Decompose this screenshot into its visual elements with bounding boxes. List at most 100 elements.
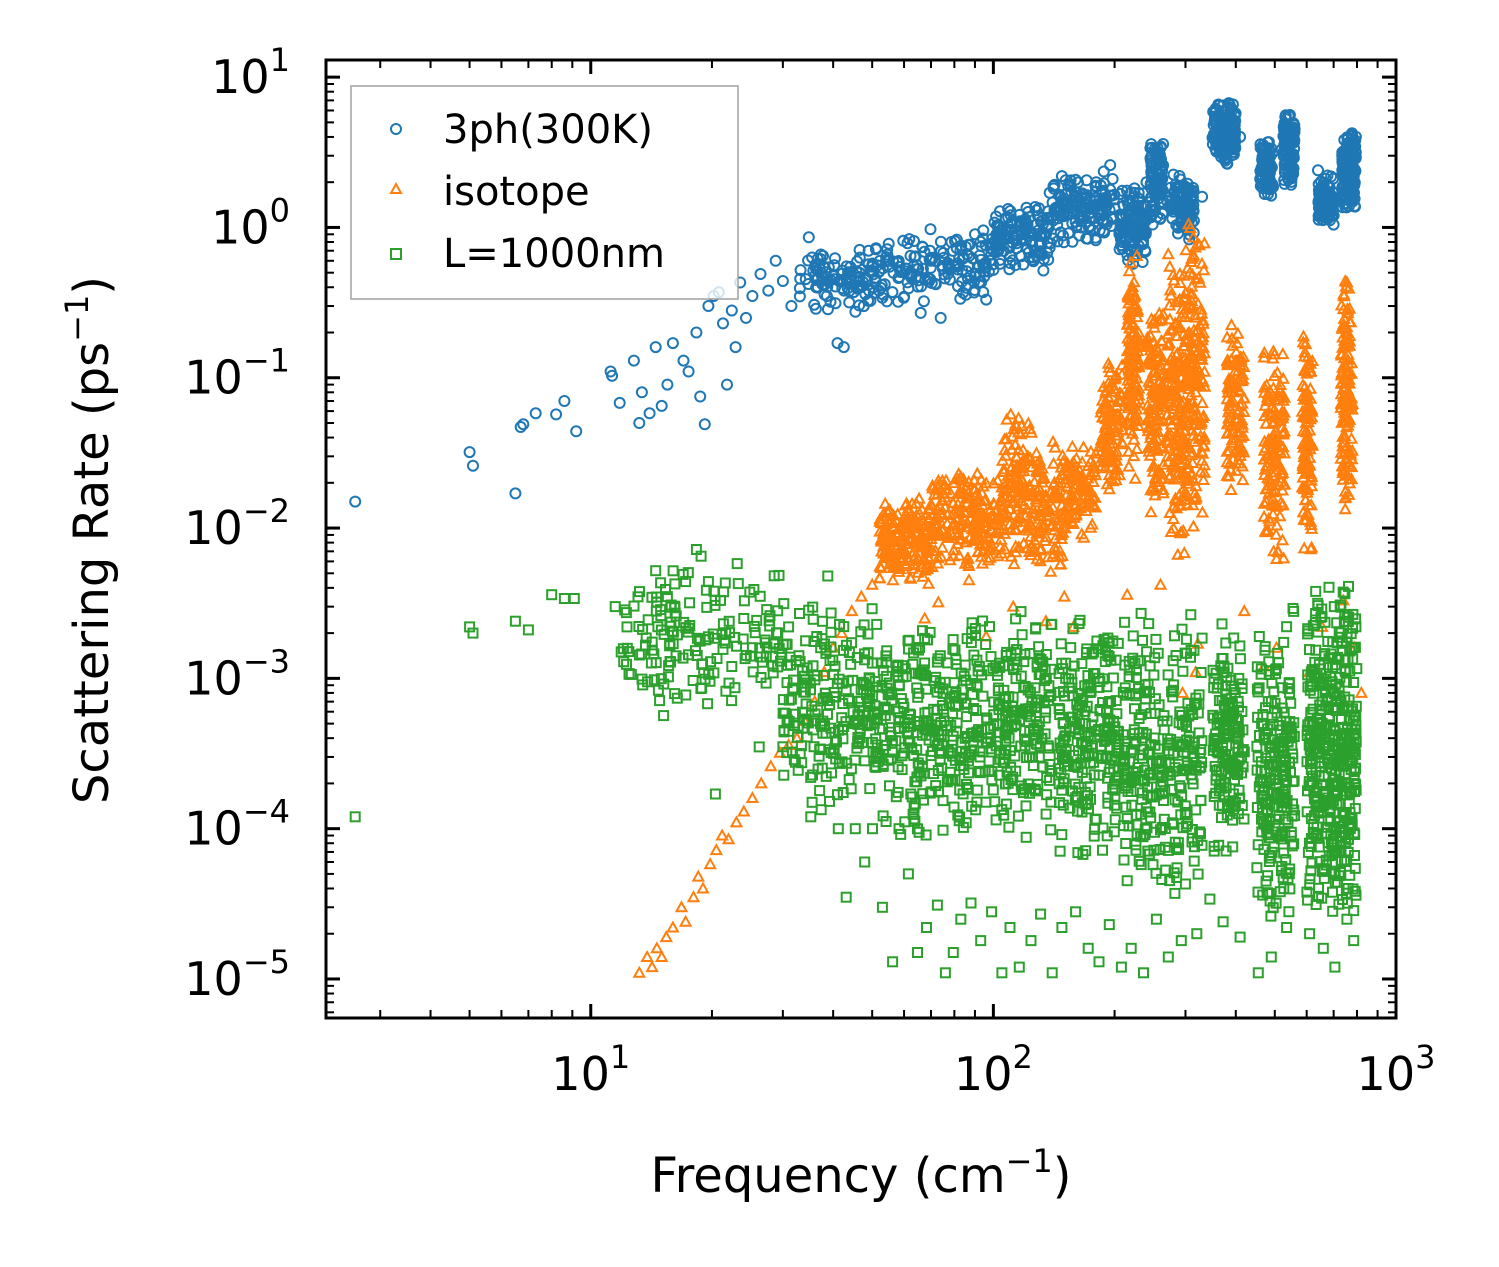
3ph-point-19 (661, 378, 674, 391)
l1000nm-point-74 (1265, 951, 1277, 963)
3ph-point-723 (1130, 232, 1143, 244)
isotope-point-458 (983, 502, 998, 515)
3ph-point-55 (914, 306, 927, 319)
l1000nm-point-410 (778, 769, 790, 781)
isotope-point-1200 (1143, 349, 1158, 362)
l1000nm-point-1188 (1188, 855, 1200, 867)
3ph-point-11 (606, 369, 619, 382)
3ph-point-133 (829, 252, 841, 265)
isotope-point-533 (998, 542, 1012, 555)
isotope-point-688 (1054, 527, 1069, 540)
isotope-point-1108 (1156, 457, 1171, 470)
3ph-point-1079 (1206, 131, 1219, 144)
3ph-point-828 (1146, 171, 1159, 184)
isotope-point-1060 (1125, 283, 1140, 296)
isotope-point-30 (854, 589, 869, 602)
isotope-point-348 (950, 522, 965, 535)
l1000nm-point-704 (1045, 824, 1057, 836)
isotope-point-919 (1105, 455, 1119, 468)
3ph-point-1277 (1279, 130, 1292, 143)
3ph-point-300 (957, 286, 969, 299)
isotope-point-598 (998, 443, 1012, 456)
isotope-point-471 (970, 494, 985, 507)
isotope-point-753 (1085, 517, 1099, 530)
3ph-point-915 (1167, 199, 1180, 212)
l1000nm-point-1360 (1179, 878, 1191, 890)
l1000nm-point-921 (1020, 800, 1032, 812)
isotope-point-917 (1096, 449, 1110, 462)
isotope-point-362 (949, 512, 964, 525)
3ph-point-141 (828, 273, 841, 286)
isotope-point-928 (1130, 248, 1144, 261)
3ph-point-691 (1136, 256, 1149, 268)
3ph-point-252 (980, 293, 993, 306)
isotope-point-708 (1030, 552, 1044, 565)
l1000nm-point-35 (840, 891, 852, 903)
3ph-point-178 (811, 280, 824, 293)
isotope-point-363 (927, 487, 942, 500)
3ph-point-727 (1117, 199, 1130, 212)
isotope-point-1057 (1127, 332, 1142, 345)
3ph-point-1278 (1284, 146, 1297, 159)
isotope-point-587 (1009, 545, 1023, 558)
isotope-point-1199 (1155, 466, 1169, 479)
3ph-point-332 (938, 268, 951, 281)
l1000nm-point-2 (467, 627, 479, 639)
isotope-point-473 (969, 503, 983, 516)
isotope-point-1063 (1128, 350, 1142, 363)
3ph-point-1069 (1210, 137, 1223, 150)
3ph-point-164 (814, 248, 827, 261)
isotope-point-898 (1108, 382, 1122, 395)
isotope-point-1174 (1143, 448, 1157, 461)
isotope-point-1201 (1150, 431, 1164, 444)
3ph-point-499 (1080, 174, 1093, 187)
isotope-point-797 (1087, 498, 1101, 511)
3ph-point-270 (961, 272, 974, 285)
isotope-point-17 (737, 804, 751, 817)
3ph-point-467 (1003, 223, 1016, 236)
isotope-point-696 (1046, 434, 1060, 447)
3ph-point-310 (973, 249, 986, 262)
3ph-point-1528 (1340, 201, 1353, 214)
3ph-point-168 (834, 274, 847, 287)
3ph-point-1078 (1219, 111, 1232, 124)
isotope-point-131 (884, 535, 898, 548)
isotope-point-252 (912, 552, 926, 565)
3ph-point-1268 (1280, 113, 1293, 126)
isotope-point-90 (878, 496, 892, 509)
3ph-point-1062 (1210, 117, 1223, 129)
isotope-point-903 (1101, 375, 1116, 388)
3ph-point-594 (1073, 229, 1086, 242)
3ph-point-584 (1069, 193, 1082, 206)
isotope-point-1177 (1149, 442, 1164, 455)
isotope-point-674 (1029, 495, 1044, 508)
isotope-point-1194 (1148, 313, 1162, 326)
isotope-point-39 (1057, 589, 1071, 602)
l1000nm-point-215 (723, 615, 735, 627)
isotope-point-662 (1053, 543, 1067, 556)
3ph-point-47 (837, 341, 850, 354)
isotope-point-121 (888, 559, 902, 572)
3ph-point-599 (1100, 196, 1113, 209)
3ph-point-349 (880, 295, 893, 308)
isotope-point-1161 (1156, 486, 1170, 499)
l1000nm-point-1 (464, 621, 476, 633)
3ph-point-129 (853, 243, 866, 256)
3ph-point-5 (517, 418, 530, 431)
l1000nm-point-37 (859, 856, 871, 868)
l1000nm-point-1297 (1185, 609, 1197, 621)
isotope-point-899 (1102, 360, 1116, 373)
3ph-point-284 (867, 268, 880, 281)
3ph-point-1522 (1343, 165, 1356, 178)
l1000nm-point-59 (1070, 906, 1082, 918)
isotope-point-765 (1069, 451, 1084, 464)
l1000nm-point-1324 (1150, 633, 1162, 645)
isotope-point-1544 (1224, 482, 1238, 495)
3ph-point-336 (878, 278, 891, 291)
isotope-point-453 (976, 479, 990, 492)
isotope-point-649 (1054, 557, 1068, 570)
3ph-point-271 (916, 241, 929, 254)
isotope-point-1030 (1122, 306, 1137, 319)
isotope-point-599 (1022, 514, 1037, 527)
l1000nm-point-43 (912, 947, 923, 958)
